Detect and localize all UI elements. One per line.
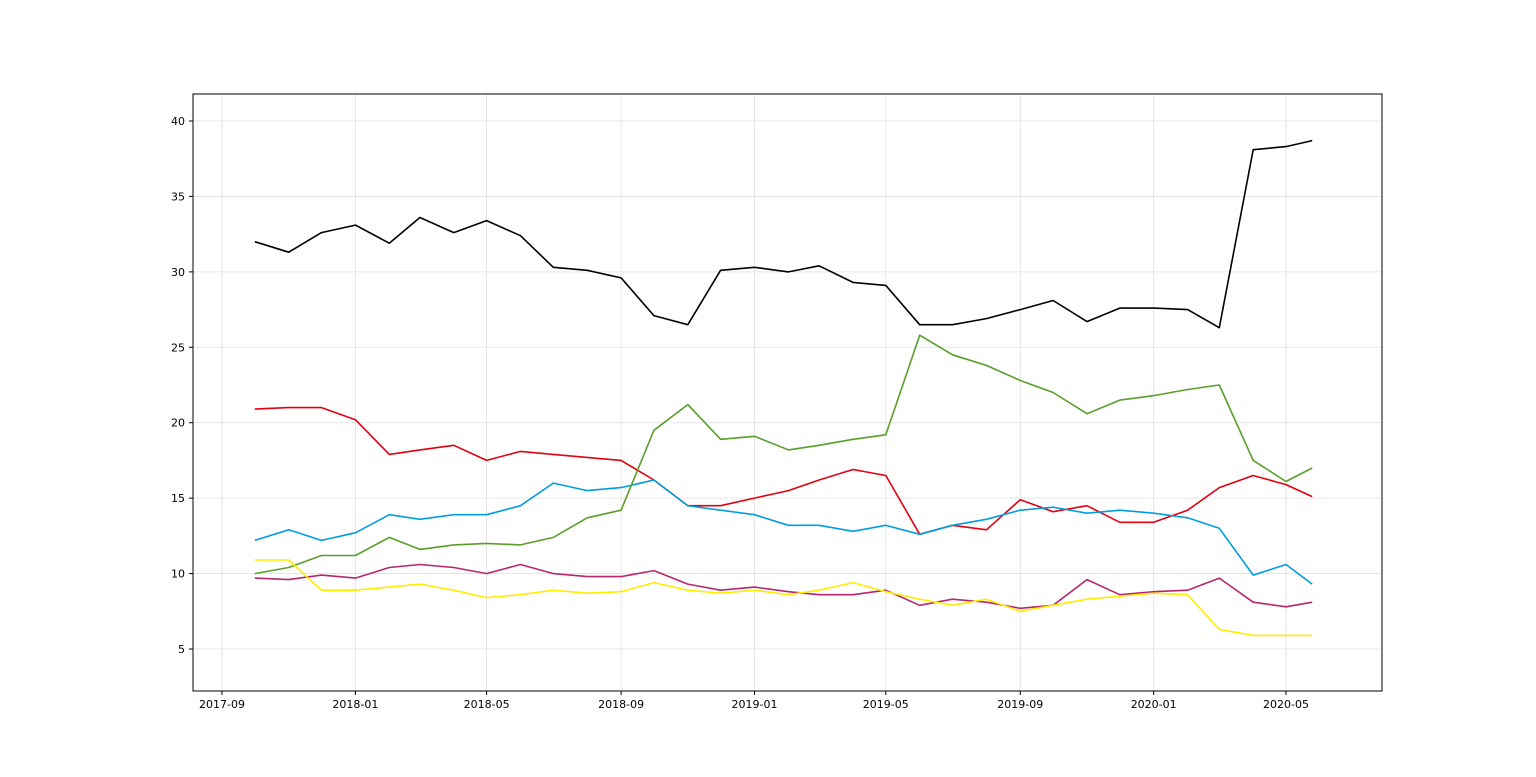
y-tick-label: 25 (171, 341, 185, 354)
x-tick-label: 2018-01 (332, 698, 378, 711)
x-tick-label: 2020-05 (1263, 698, 1309, 711)
plot-frame (192, 93, 1383, 692)
x-tick-label: 2019-09 (997, 698, 1043, 711)
y-tick-label: 20 (171, 417, 185, 430)
x-tick-label: 2018-09 (598, 698, 644, 711)
y-axis: 5 10 15 20 25 30 35 40 (171, 115, 193, 656)
series-line-5 (254, 559, 1313, 637)
y-tick-label: 35 (171, 190, 185, 203)
y-tick-label: 30 (171, 266, 185, 279)
x-axis: 2017-09 2018-01 2018-05 2018-09 2019-01 2019-… (199, 691, 1309, 711)
y-tick-label: 40 (171, 115, 185, 128)
series-line-4 (254, 563, 1313, 610)
x-tick-label: 2017-09 (199, 698, 245, 711)
series-lines (254, 139, 1313, 637)
series-line-3 (254, 334, 1313, 575)
series-line-0 (254, 139, 1313, 329)
x-tick-label: 2019-01 (732, 698, 778, 711)
y-tick-label: 5 (178, 643, 185, 656)
x-tick-label: 2020-01 (1131, 698, 1177, 711)
y-tick-label: 10 (171, 568, 185, 581)
grid (193, 94, 1382, 691)
y-tick-label: 15 (171, 492, 185, 505)
x-tick-label: 2019-05 (863, 698, 909, 711)
x-tick-label: 2018-05 (464, 698, 510, 711)
series-line-1 (254, 406, 1313, 536)
series-line-2 (254, 479, 1313, 585)
